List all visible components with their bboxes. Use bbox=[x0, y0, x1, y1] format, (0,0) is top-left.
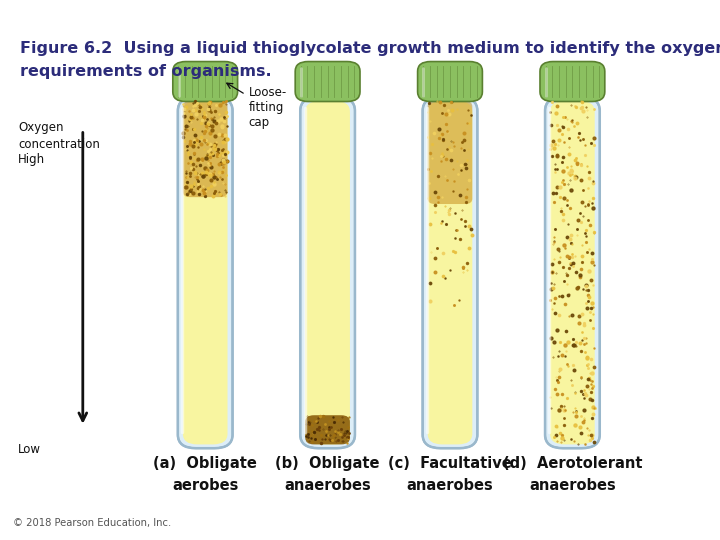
FancyBboxPatch shape bbox=[173, 62, 238, 102]
Text: anaerobes: anaerobes bbox=[529, 478, 616, 493]
Text: © 2018 Pearson Education, Inc.: © 2018 Pearson Education, Inc. bbox=[13, 518, 171, 528]
FancyBboxPatch shape bbox=[183, 101, 228, 444]
Text: Figure 6.2  Using a liquid thioglycolate growth medium to identify the oxygen: Figure 6.2 Using a liquid thioglycolate … bbox=[20, 40, 720, 56]
Text: (d)  Aerotolerant: (d) Aerotolerant bbox=[503, 456, 642, 471]
FancyBboxPatch shape bbox=[305, 101, 350, 444]
FancyBboxPatch shape bbox=[300, 97, 355, 448]
FancyBboxPatch shape bbox=[423, 97, 477, 448]
FancyBboxPatch shape bbox=[178, 97, 233, 448]
Text: Low: Low bbox=[18, 443, 41, 456]
FancyBboxPatch shape bbox=[540, 62, 605, 102]
FancyBboxPatch shape bbox=[428, 101, 472, 204]
Text: Oxygen
concentration
High: Oxygen concentration High bbox=[18, 122, 100, 166]
FancyBboxPatch shape bbox=[305, 415, 350, 444]
Text: anaerobes: anaerobes bbox=[284, 478, 371, 493]
FancyBboxPatch shape bbox=[418, 62, 482, 102]
FancyBboxPatch shape bbox=[183, 101, 228, 197]
FancyBboxPatch shape bbox=[428, 101, 472, 444]
Text: Loose-
fitting
cap: Loose- fitting cap bbox=[227, 83, 287, 130]
Text: aerobes: aerobes bbox=[172, 478, 238, 493]
FancyBboxPatch shape bbox=[545, 97, 600, 448]
Text: anaerobes: anaerobes bbox=[407, 478, 493, 493]
FancyBboxPatch shape bbox=[295, 62, 360, 102]
Text: (b)  Obligate: (b) Obligate bbox=[275, 456, 380, 471]
Text: (c)  Facultative: (c) Facultative bbox=[388, 456, 512, 471]
Text: requirements of organisms.: requirements of organisms. bbox=[20, 64, 271, 79]
Text: (a)  Obligate: (a) Obligate bbox=[153, 456, 257, 471]
FancyBboxPatch shape bbox=[550, 101, 595, 444]
